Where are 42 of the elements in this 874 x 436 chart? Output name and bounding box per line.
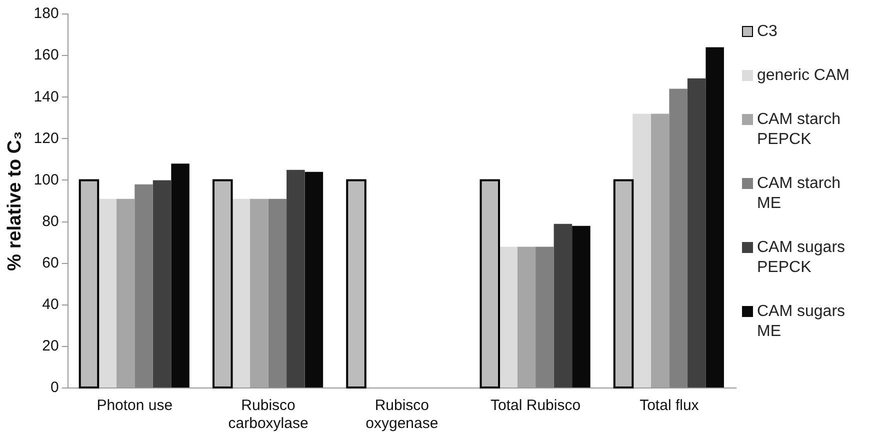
y-tick-label: 60	[42, 254, 59, 272]
bar	[286, 170, 305, 388]
y-tick-label: 160	[34, 46, 59, 64]
bar	[536, 246, 554, 388]
bar	[669, 88, 688, 388]
bar	[152, 180, 172, 388]
bar	[517, 246, 536, 388]
bar	[687, 78, 706, 388]
y-tick-label: 20	[42, 338, 59, 355]
bar	[98, 198, 116, 388]
x-tick-label: Rubisco oxygenase	[366, 397, 438, 432]
bar	[554, 224, 572, 388]
y-tick-label: 140	[34, 88, 59, 106]
x-tick-label: Total flux	[640, 397, 700, 414]
bar	[171, 164, 190, 388]
bar	[250, 198, 268, 388]
x-tick-label: Photon use	[96, 397, 173, 414]
x-tick-label: Rubisco carboxylase	[228, 397, 308, 432]
bar	[134, 184, 153, 388]
y-tick-label: 100	[34, 171, 59, 188]
bar	[572, 226, 590, 388]
y-tick-label: 0	[50, 379, 59, 396]
legend-label: CAM starch ME	[757, 174, 842, 214]
y-tick-label: 120	[34, 130, 59, 147]
legend-label: CAM sugars PEPCK	[757, 238, 846, 278]
y-tick-label: 40	[42, 296, 59, 314]
bar	[632, 114, 651, 388]
y-tick-label: 180	[34, 5, 59, 22]
legend-label: CAM starch PEPCK	[757, 110, 842, 150]
bar	[650, 114, 670, 388]
bar	[499, 246, 518, 388]
y-tick-label: 80	[42, 212, 59, 230]
bar	[304, 172, 324, 388]
legend-label: CAM sugars ME	[757, 302, 846, 342]
bar	[706, 47, 724, 388]
bar	[232, 198, 250, 388]
legend-label: C3	[757, 22, 778, 42]
bar	[116, 198, 135, 388]
legend-label: generic CAM	[757, 66, 850, 86]
x-tick-label: Total Rubisco	[490, 397, 581, 414]
y-axis-title: % relative to C₃	[4, 131, 26, 271]
bar	[268, 198, 287, 388]
